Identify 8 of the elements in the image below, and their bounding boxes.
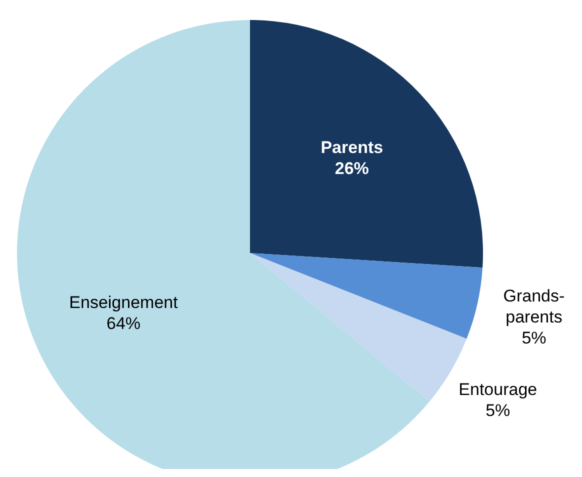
data-label: 26% bbox=[334, 158, 369, 178]
slice-label: Grands-parents bbox=[503, 286, 565, 326]
data-label: 64% bbox=[106, 314, 141, 333]
slice-label: Parents bbox=[320, 137, 384, 156]
slice-label: Enseignement bbox=[69, 292, 178, 312]
slice-label: Entourage bbox=[458, 380, 538, 399]
data-label: 5% bbox=[522, 328, 546, 347]
data-label: 5% bbox=[486, 400, 510, 420]
